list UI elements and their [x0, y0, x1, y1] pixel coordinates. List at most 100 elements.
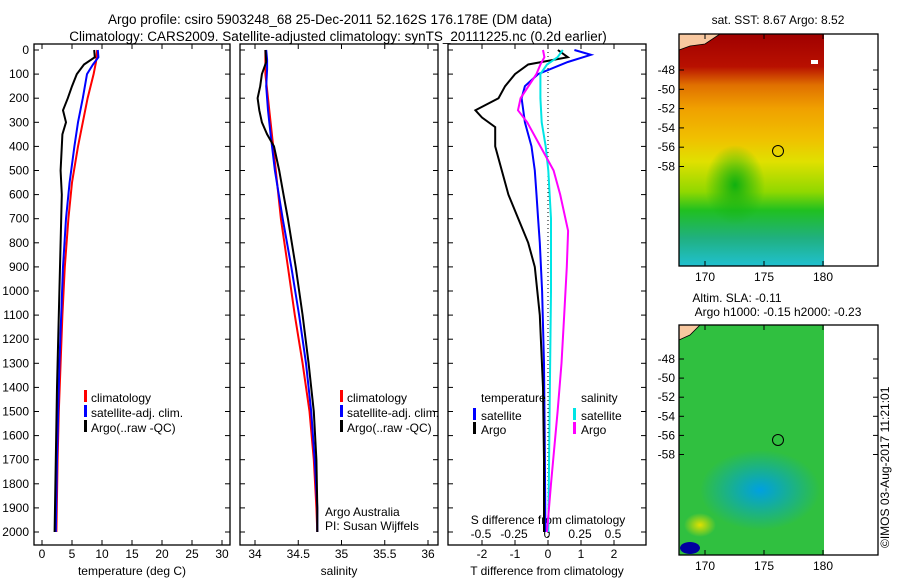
- imos-watermark: ©IMOS 03-Aug-2017 11:21:01: [878, 386, 892, 548]
- x-tick-label: 1: [578, 547, 585, 561]
- y-tick-label: 1900: [2, 501, 29, 515]
- x-tick-label: 5: [69, 547, 76, 561]
- lat-tick-label: -48: [658, 352, 676, 366]
- sst-cold-tongue: [705, 145, 765, 225]
- legend-swatch: [84, 390, 87, 402]
- y-tick-label: 1500: [2, 405, 29, 419]
- argo-location-marker: [772, 145, 784, 157]
- lat-tick-label: -58: [658, 448, 676, 462]
- series-line-s-satellite: [539, 49, 564, 533]
- x-tick-label: -2: [477, 547, 488, 561]
- y-tick-label: 1000: [2, 284, 29, 298]
- lat-tick-label: -50: [658, 371, 676, 385]
- y-tick-label: 300: [9, 115, 29, 129]
- legend-swatch: [573, 408, 576, 420]
- lat-tick-label: -52: [658, 102, 676, 116]
- y-tick-label: 2000: [2, 525, 29, 539]
- lon-tick-label: 175: [754, 559, 774, 573]
- y-tick-label: 1200: [2, 332, 29, 346]
- legend-swatch: [473, 408, 476, 420]
- series-line-satellite-adj-clim-: [54, 49, 100, 533]
- x-tick-label: 2: [611, 547, 618, 561]
- y-tick-label: 200: [9, 91, 29, 105]
- lon-tick-label: 180: [813, 559, 833, 573]
- s-tick-label: 0.5: [605, 527, 622, 541]
- s-tick-label: -0.25: [500, 527, 528, 541]
- plot-frame: [239, 43, 439, 546]
- legend-label: Argo(..raw -QC): [347, 421, 432, 435]
- y-tick-label: 400: [9, 139, 29, 153]
- x-axis-label: salinity: [321, 564, 358, 578]
- y-tick-label: 1100: [3, 308, 29, 322]
- x-tick-label: -1: [510, 547, 521, 561]
- x-tick-label: 15: [125, 547, 139, 561]
- x-axis-label: temperature (deg C): [78, 564, 186, 578]
- x-tick-label: 25: [185, 547, 199, 561]
- x-tick-label: 30: [215, 547, 229, 561]
- series-line-argo-raw-qc-: [53, 49, 96, 533]
- x-tick-label: 0: [39, 547, 46, 561]
- sst-map-title: sat. SST: 8.67 Argo: 8.52: [712, 13, 845, 27]
- sst-map-field: [679, 34, 824, 266]
- legend-label: satellite-adj. clim.: [91, 406, 183, 420]
- plot-frame: [447, 43, 647, 546]
- lat-tick-label: -58: [658, 160, 676, 174]
- legend-title: temperature: [481, 391, 546, 405]
- legend-label: climatology: [91, 391, 151, 405]
- y-tick-label: 1600: [2, 429, 29, 443]
- y-tick-label: 600: [9, 188, 29, 202]
- lat-tick-label: -54: [658, 121, 676, 135]
- y-tick-label: 1700: [2, 453, 29, 467]
- series-line-climatology: [264, 50, 319, 533]
- legend-swatch: [340, 390, 343, 402]
- series-line-satellite-adj-clim-: [265, 49, 319, 532]
- legend-swatch: [84, 420, 87, 432]
- legend-swatch: [340, 405, 343, 417]
- series-line-s-argo: [516, 49, 570, 533]
- sla-map-title-2: Argo h1000: -0.15 h2000: -0.23: [695, 305, 862, 319]
- legend-label: Argo(..raw -QC): [91, 421, 176, 435]
- legend-swatch: [573, 422, 576, 434]
- legend-label: Argo: [581, 423, 607, 437]
- s-tick-label: 0: [544, 527, 551, 541]
- y-tick-label: 1800: [2, 477, 29, 491]
- s-tick-label: 0.25: [568, 527, 592, 541]
- sla-map-title-1: Altim. SLA: -0.11: [692, 291, 781, 305]
- lat-tick-label: -54: [658, 409, 676, 423]
- y-tick-label: 500: [9, 164, 29, 178]
- title-line-2: Climatology: CARS2009. Satellite-adjuste…: [69, 29, 607, 44]
- title-line-1: Argo profile: csiro 5903248_68 25-Dec-20…: [108, 12, 552, 27]
- sst-map-frame: [678, 33, 879, 267]
- x-tick-label: 0: [545, 547, 552, 561]
- lon-tick-label: 170: [695, 270, 715, 284]
- y-tick-label: 100: [9, 67, 29, 81]
- legend-swatch: [84, 405, 87, 417]
- legend-title: salinity: [581, 391, 618, 405]
- sst-map: sat. SST: 8.67 Argo: 8.52 -48 -50 -52 -54 -5…: [658, 13, 879, 284]
- sla-map-frame: [678, 324, 879, 556]
- legend-label: climatology: [347, 391, 407, 405]
- x-tick-label: 35.5: [373, 547, 397, 561]
- legend-swatch: [473, 422, 476, 434]
- series-line-t-satellite: [520, 49, 595, 533]
- lon-tick-label: 175: [754, 270, 774, 284]
- profile-panel-1: 0100200300400500600700800900100011001200…: [2, 43, 231, 578]
- x-tick-label: 36: [421, 547, 435, 561]
- legend-swatch: [340, 420, 343, 432]
- x-tick-label: 34: [248, 547, 262, 561]
- profile-panel-3: -2 -1 0 1 2 T difference from climatology -0.5…: [447, 43, 647, 578]
- lat-tick-label: -56: [658, 140, 676, 154]
- sla-high-spot: [684, 513, 716, 537]
- y-tick-label: 700: [9, 212, 29, 226]
- s-tick-label: -0.5: [471, 527, 492, 541]
- sla-low-spot: [680, 542, 700, 554]
- series-line-argo-raw-qc-: [256, 49, 319, 532]
- series-line-t-argo: [473, 49, 571, 532]
- institution-label: PI: Susan Wijffels: [325, 519, 419, 533]
- missing-data-patch: [811, 60, 818, 64]
- sla-low-region: [700, 450, 820, 530]
- lat-tick-label: -56: [658, 428, 676, 442]
- y-tick-label: 1300: [2, 356, 29, 370]
- x-tick-label: 34.5: [287, 547, 311, 561]
